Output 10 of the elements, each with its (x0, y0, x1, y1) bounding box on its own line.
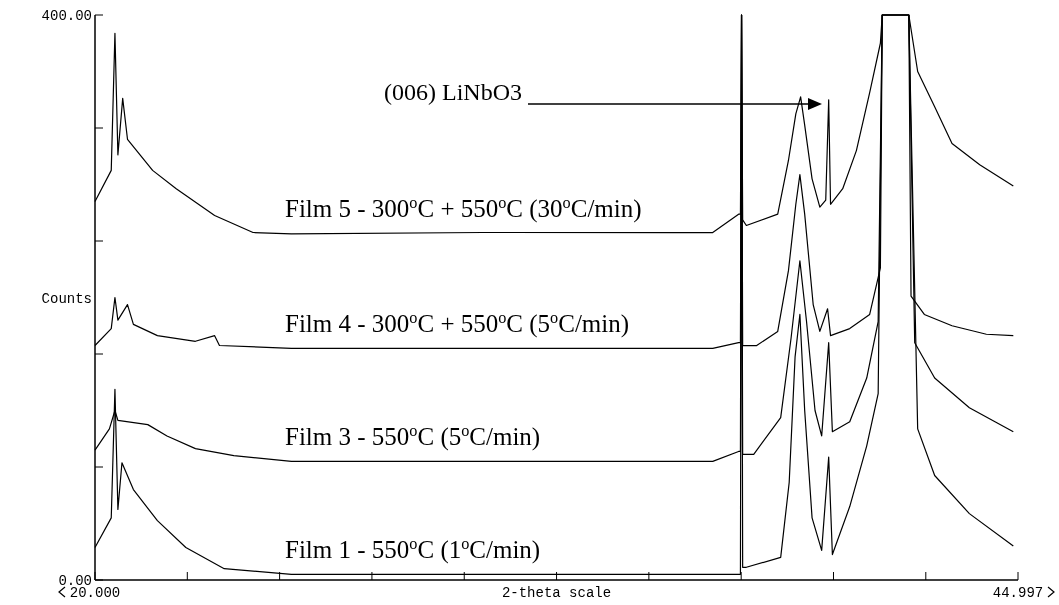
x-tick-label: 44.997 (992, 585, 1044, 601)
y-axis-title: Counts (41, 290, 92, 307)
x-axis-title: 2-theta scale (501, 585, 612, 601)
annotation: (006) LiNbO3 (384, 79, 522, 105)
y-tick-label: 400.00 (41, 8, 92, 24)
series-label: Film 1 - 550$^{o}$C (1$^{o}$C/min) (285, 535, 541, 565)
series-label: Film 3 - 550$^{o}$C (5$^{o}$C/min) (285, 422, 541, 452)
series-label: Film 5 - 300$^{o}$C + 550$^{o}$C (30$^{o}$C/min) (285, 193, 642, 223)
series-label: Film 4 - 300$^{o}$C + 550$^{o}$C (5$^{o}$C/min) (285, 309, 630, 339)
x-tick-label: 20.000 (69, 585, 121, 601)
